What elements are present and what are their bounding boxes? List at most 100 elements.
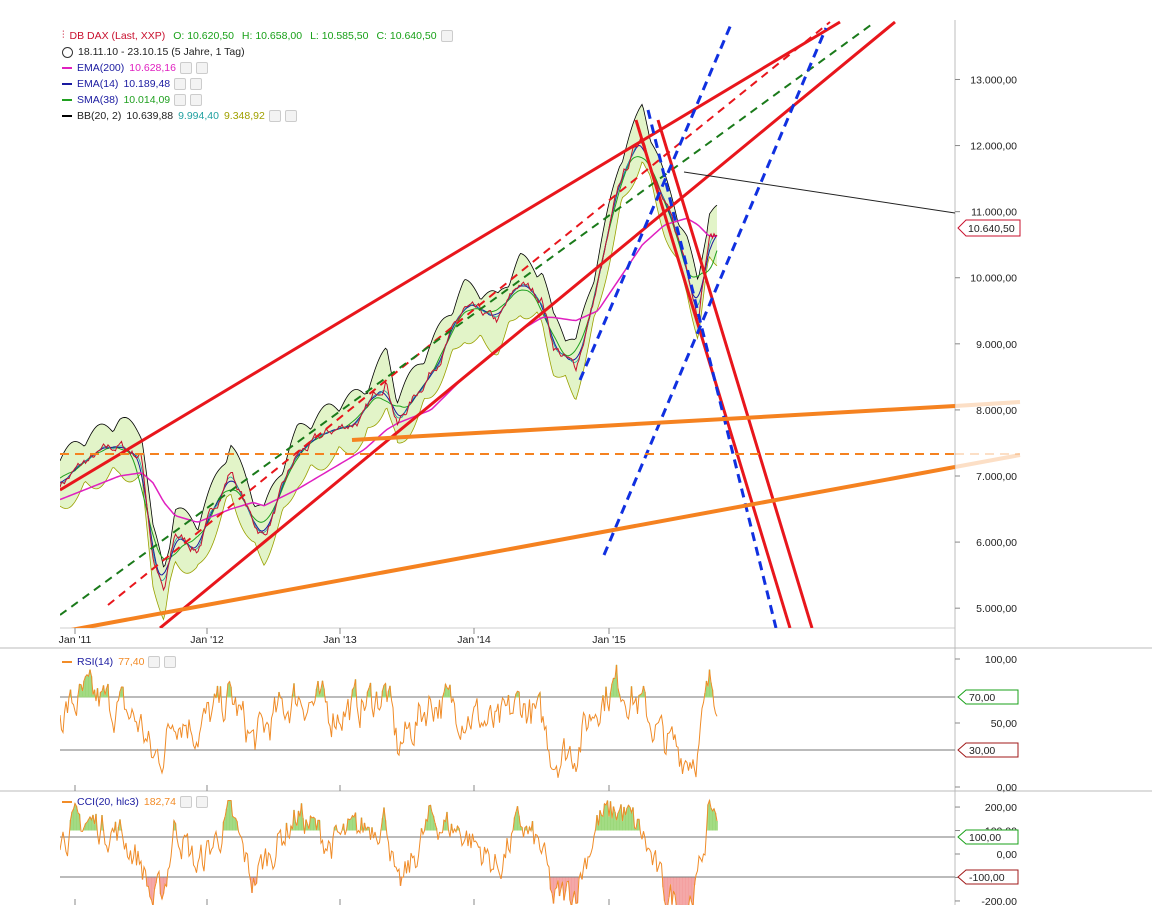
settings-icon[interactable] [174, 78, 187, 90]
settings-icon[interactable] [148, 656, 161, 668]
cci-y-tick: -200,00 [955, 896, 1017, 905]
close-icon[interactable] [164, 656, 177, 668]
price-y-tick-label: 6.000,00 [976, 537, 1017, 549]
rsi-y-tick-label: 0,00 [997, 782, 1018, 794]
price-x-tick-label: Jan '12 [190, 634, 224, 646]
price-x-tick: Jan '11 [59, 628, 92, 646]
ema200-line [60, 217, 717, 523]
price-y-tick-label: 10.000,00 [970, 273, 1017, 285]
trendline-red-upper[interactable] [60, 20, 841, 492]
settings-icon[interactable] [440, 30, 453, 42]
bb-mid-value: 9.994,40 [178, 110, 219, 122]
price-y-tick: 10.000,00 [955, 273, 1017, 285]
close-icon[interactable] [195, 62, 208, 74]
ohlc-close: C: 10.640,50 [376, 30, 437, 42]
ema200-value: 10.628,16 [129, 62, 176, 74]
bb-upper-value: 10.639,88 [126, 110, 174, 122]
price-y-tick-label: 9.000,00 [976, 339, 1017, 351]
price-x-tick: Jan '12 [190, 628, 224, 646]
rsi-swatch [62, 661, 72, 663]
legend-symbol-row: ⫶ DB DAX (Last, XXP) O: 10.620,50 H: 10.… [62, 28, 453, 44]
trendline-orange-mid[interactable] [351, 404, 955, 442]
legend-ema200: EMA(200) 10.628,16 [62, 60, 453, 76]
trendline-orange-lower[interactable] [60, 465, 955, 632]
cci-value: 182,74 [143, 796, 176, 808]
sma38-swatch [62, 99, 72, 101]
close-icon[interactable] [190, 94, 203, 106]
rsi-panel: 100,00 50,00 0,00 70,00 30,00 [60, 654, 1019, 794]
ohlc-open: O: 10.620,50 [173, 30, 234, 42]
rsi-value: 77,40 [118, 656, 145, 668]
legend-sma38: SMA(38) 10.014,09 [62, 92, 453, 108]
price-legend: ⫶ DB DAX (Last, XXP) O: 10.620,50 H: 10.… [62, 28, 453, 124]
price-x-tick: Jan '13 [323, 628, 357, 646]
trendline-blue-up-1[interactable] [578, 21, 734, 381]
price-y-tick-label: 5.000,00 [976, 603, 1017, 615]
trendline-red-dashed[interactable] [107, 21, 831, 606]
price-x-tick: Jan '15 [592, 628, 626, 646]
price-y-tick-label: 7.000,00 [976, 471, 1017, 483]
price-y-tick-label: 12.000,00 [970, 141, 1017, 153]
cci-y-tick: 0,00 [955, 849, 1017, 861]
trendline-red-lower[interactable] [159, 20, 896, 628]
rsi-legend: RSI(14) 77,40 [62, 656, 177, 668]
price-x-axis: Jan '11 Jan '12 Jan '13 Jan '14 Jan '15 [59, 628, 626, 646]
close-icon[interactable] [284, 110, 297, 122]
rsi-y-tick-label: 50,00 [991, 718, 1017, 730]
cci-level-minus100: -100,00 [969, 872, 1005, 884]
cci-legend: CCI(20, hlc3) 182,74 [62, 796, 208, 808]
settings-icon[interactable] [268, 110, 281, 122]
last-price-label: 10.640,50 [968, 223, 1015, 235]
price-x-tick-label: Jan '14 [457, 634, 491, 646]
cci-y-axis: 200,00 100,00 0,00 -100,00 -200,00 [955, 802, 1017, 905]
bb-label: BB(20, 2) [77, 110, 122, 122]
cci-line [60, 798, 718, 905]
settings-icon[interactable] [179, 796, 192, 808]
ohlc-high: H: 10.658,00 [241, 30, 303, 42]
trendline-blue-up-2[interactable] [602, 27, 828, 556]
rsi-y-tick: 100,00 [955, 654, 1017, 666]
price-y-axis: 5.000,00 6.000,00 7.000,00 8.000,00 9.000,00… [955, 74, 1017, 615]
cci-level-100: 100,00 [969, 832, 1001, 844]
cci-label: CCI(20, hlc3) [77, 796, 139, 808]
price-y-tick-label: 8.000,00 [976, 405, 1017, 417]
ema200-label: EMA(200) [77, 62, 125, 74]
cci-extreme-fill [69, 800, 718, 905]
cci-swatch [62, 801, 72, 803]
price-y-tick-label: 11.000,00 [971, 207, 1017, 219]
price-y-tick: 11.000,00 [955, 207, 1017, 219]
cci-y-tick-label: 200,00 [985, 802, 1017, 814]
close-icon[interactable] [195, 796, 208, 808]
last-price-tag: 10.640,50 [957, 219, 1021, 237]
rsi-y-tick-label: 100,00 [985, 654, 1017, 666]
price-x-tick-label: Jan '13 [323, 634, 357, 646]
candles-icon: ⫶ [62, 30, 65, 41]
cci-panel: 200,00 100,00 0,00 -100,00 -200,00 100,00 -1… [60, 798, 1019, 905]
sma38-label: SMA(38) [77, 94, 119, 106]
price-y-tick-label: 13.000,00 [970, 74, 1017, 86]
cci-y-tick: 200,00 [955, 802, 1017, 814]
settings-icon[interactable] [174, 94, 187, 106]
trendline-black-thin[interactable] [683, 171, 955, 214]
bb-lower-line [60, 161, 718, 621]
ema200-swatch [62, 67, 72, 69]
rsi-level-70-tag: 70,00 [957, 689, 1019, 705]
ema14-label: EMA(14) [77, 78, 119, 90]
rsi-y-tick: 0,00 [955, 782, 1017, 794]
bb-fill [60, 104, 717, 620]
close-icon[interactable] [190, 78, 203, 90]
ema14-swatch [62, 83, 72, 85]
legend-bb: BB(20, 2) 10.639,88 9.994,40 9.348,92 [62, 108, 453, 124]
cci-y-tick-label: 0,00 [997, 849, 1018, 861]
price-x-tick: Jan '14 [457, 628, 491, 646]
trendline-red-down-2[interactable] [656, 119, 814, 628]
price-y-tick: 7.000,00 [955, 471, 1017, 483]
price-y-tick: 13.000,00 [955, 74, 1017, 86]
price-series [60, 136, 718, 592]
settings-icon[interactable] [179, 62, 192, 74]
cci-y-tick-label: -200,00 [981, 896, 1017, 905]
bb-swatch [62, 115, 72, 117]
rsi-line [60, 664, 718, 778]
date-range: 18.11.10 - 23.10.15 (5 Jahre, 1 Tag) [78, 46, 245, 58]
